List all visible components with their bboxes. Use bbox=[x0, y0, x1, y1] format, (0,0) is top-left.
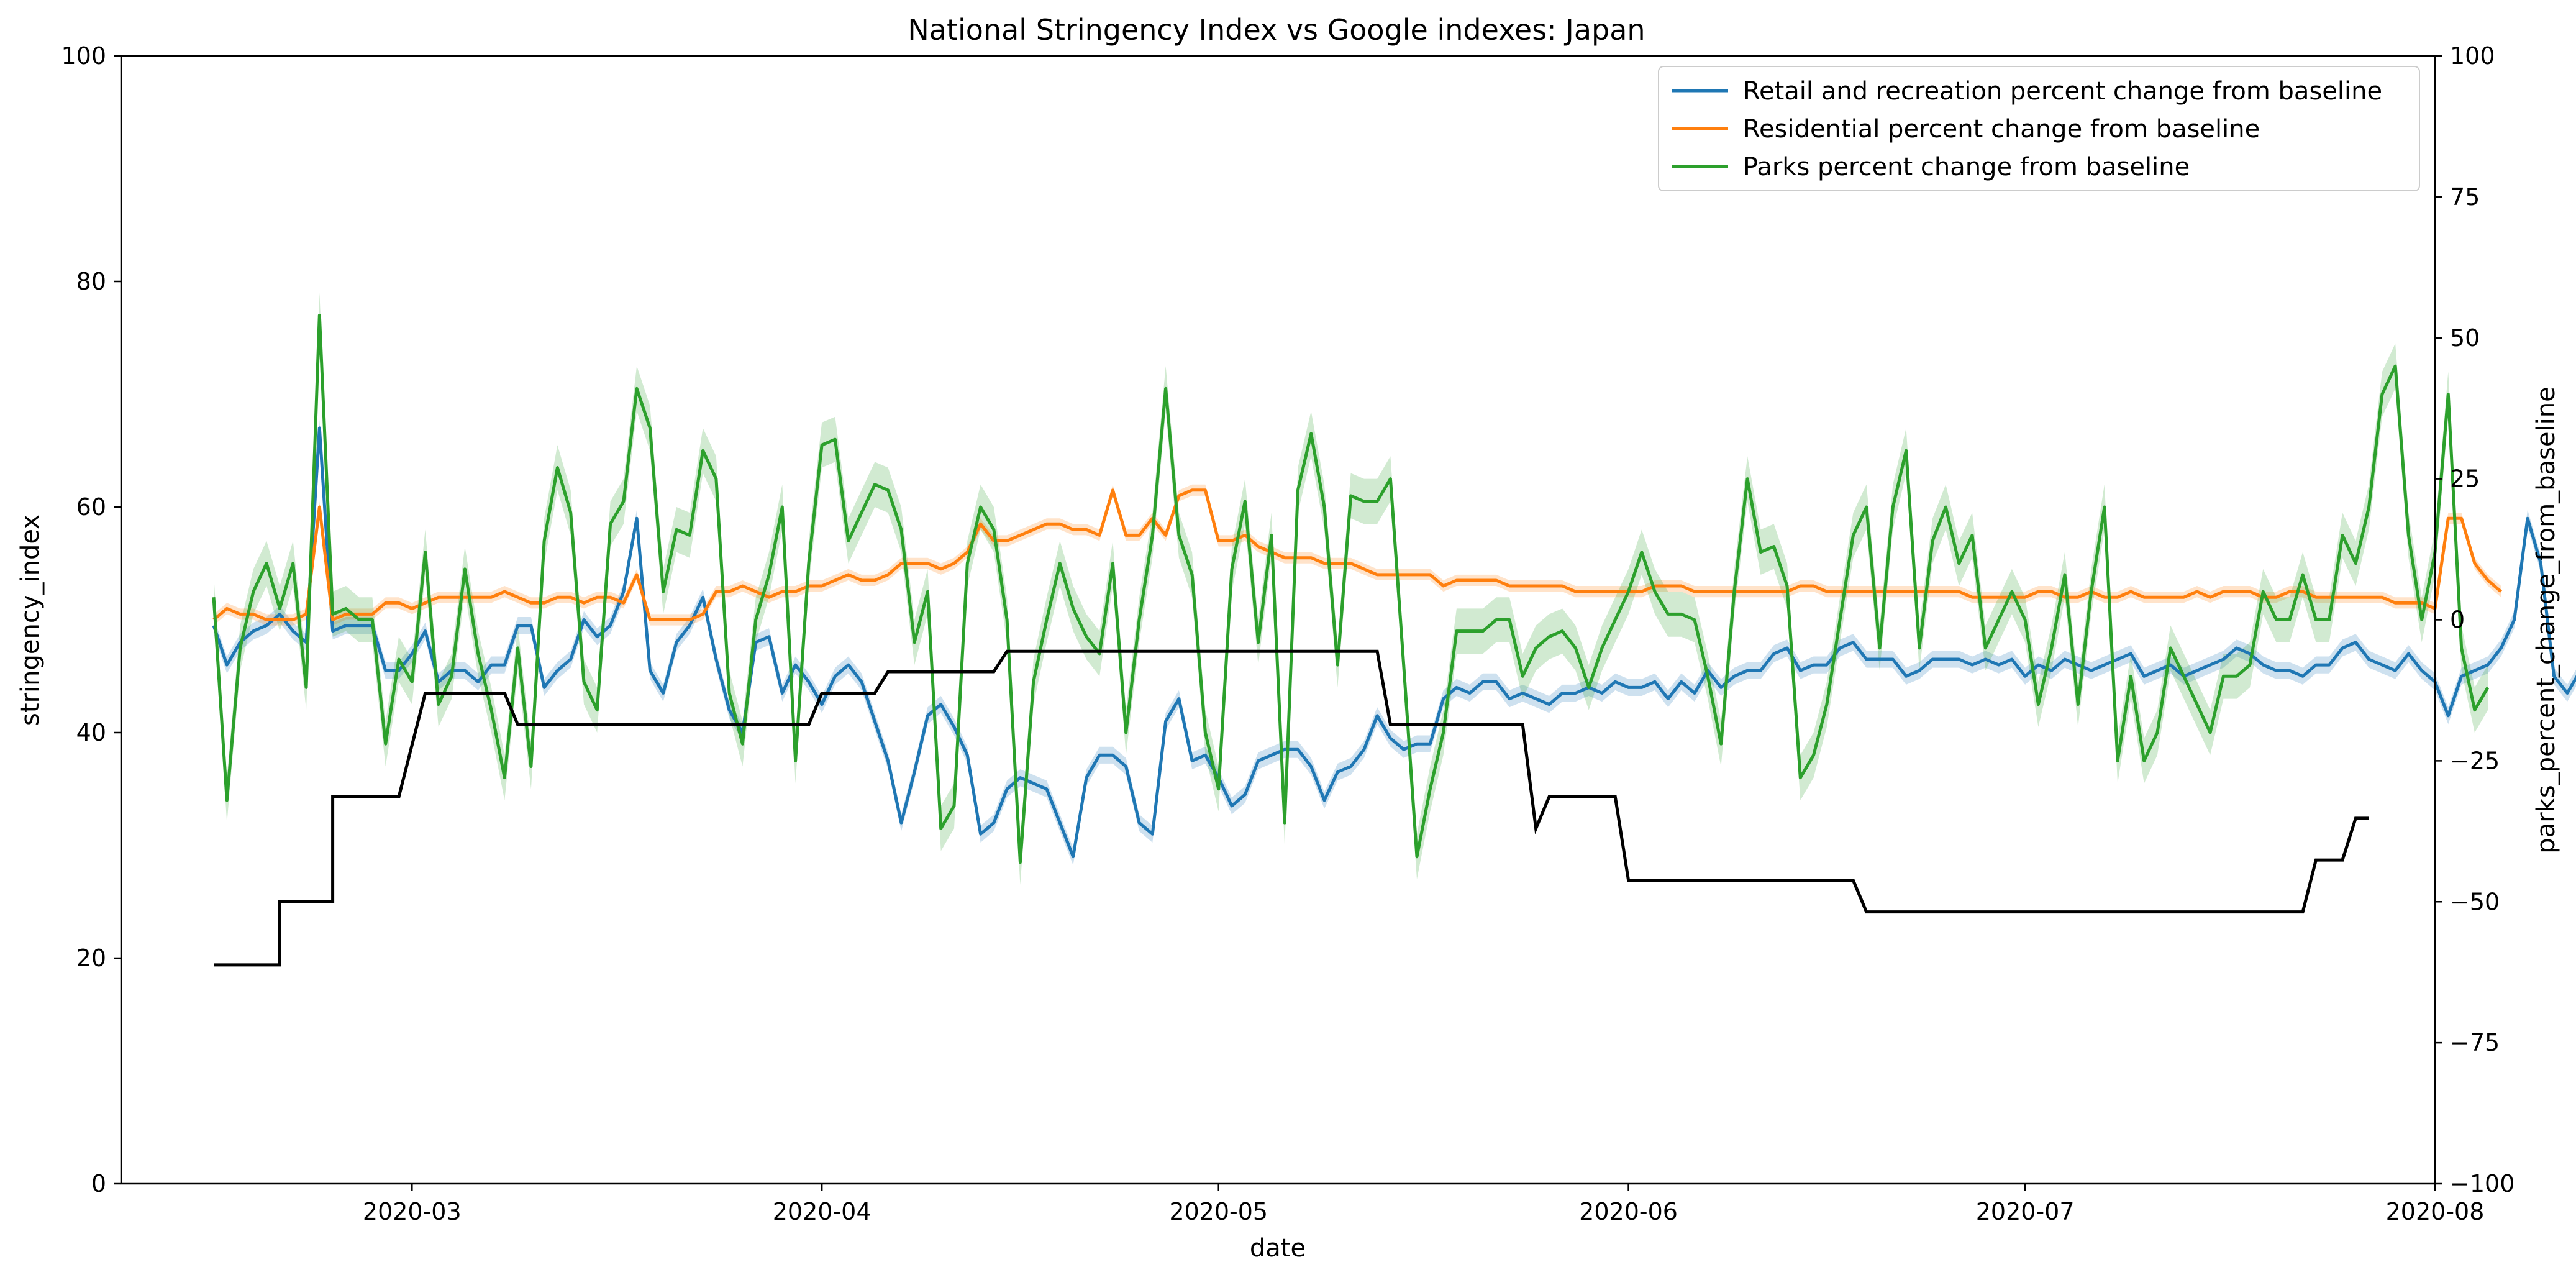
series-line-retail bbox=[212, 426, 2576, 859]
y2-tick-label: 100 bbox=[2450, 42, 2495, 70]
x-tick-label: 2020-05 bbox=[1169, 1198, 1268, 1225]
y-axis-ticks: 0 20 40 60 80 100 bbox=[61, 42, 121, 1197]
legend-label-retail: Retail and recreation percent change fro… bbox=[1743, 77, 2382, 106]
y2-axis-label: parks_percent_change_from_baseline bbox=[2532, 386, 2560, 853]
series-lines bbox=[212, 314, 2576, 967]
legend-label-parks: Parks percent change from baseline bbox=[1743, 153, 2190, 181]
x-tick-label: 2020-04 bbox=[773, 1198, 872, 1225]
y2-tick-label: 0 bbox=[2450, 606, 2465, 634]
y-tick-label: 60 bbox=[76, 493, 106, 521]
y2-tick-label: 75 bbox=[2450, 183, 2480, 211]
legend-label-residential: Residential percent change from baseline bbox=[1743, 115, 2260, 144]
y-tick-label: 20 bbox=[76, 944, 106, 972]
legend-item-retail: Retail and recreation percent change fro… bbox=[1672, 77, 2382, 106]
legend-item-residential: Residential percent change from baseline bbox=[1672, 115, 2260, 144]
y2-tick-label: −50 bbox=[2450, 888, 2500, 915]
y-tick-label: 0 bbox=[91, 1170, 106, 1197]
y-axis-label: stringency_index bbox=[16, 514, 45, 726]
series-line-residential bbox=[212, 488, 2503, 621]
y2-tick-label: −100 bbox=[2450, 1170, 2515, 1197]
x-tick-label: 2020-06 bbox=[1579, 1198, 1678, 1225]
legend: Retail and recreation percent change fro… bbox=[1658, 66, 2420, 191]
y2-tick-label: 25 bbox=[2450, 465, 2480, 493]
x-axis-label: date bbox=[1250, 1234, 1306, 1263]
series-line-stringency bbox=[214, 649, 2369, 967]
series-band-parks bbox=[214, 293, 2488, 885]
y-tick-label: 80 bbox=[76, 268, 106, 295]
x-axis-ticks: 2020-03 2020-04 2020-05 2020-06 2020-07 2020-… bbox=[363, 1184, 2484, 1225]
legend-box bbox=[1658, 66, 2420, 191]
y-tick-label: 40 bbox=[76, 719, 106, 746]
y2-tick-label: −25 bbox=[2450, 747, 2500, 774]
y2-tick-label: −75 bbox=[2450, 1029, 2500, 1056]
legend-item-parks: Parks percent change from baseline bbox=[1672, 153, 2190, 181]
y2-axis-ticks: −100 −75 −50 −25 0 25 50 75 100 bbox=[2435, 42, 2515, 1197]
y2-tick-label: 50 bbox=[2450, 324, 2480, 352]
x-tick-label: 2020-07 bbox=[1976, 1198, 2075, 1225]
chart-title: National Stringency Index vs Google inde… bbox=[908, 13, 1645, 47]
y-tick-label: 100 bbox=[61, 42, 106, 70]
x-tick-label: 2020-08 bbox=[2386, 1198, 2485, 1225]
x-tick-label: 2020-03 bbox=[363, 1198, 462, 1225]
series-line-parks bbox=[212, 314, 2490, 864]
